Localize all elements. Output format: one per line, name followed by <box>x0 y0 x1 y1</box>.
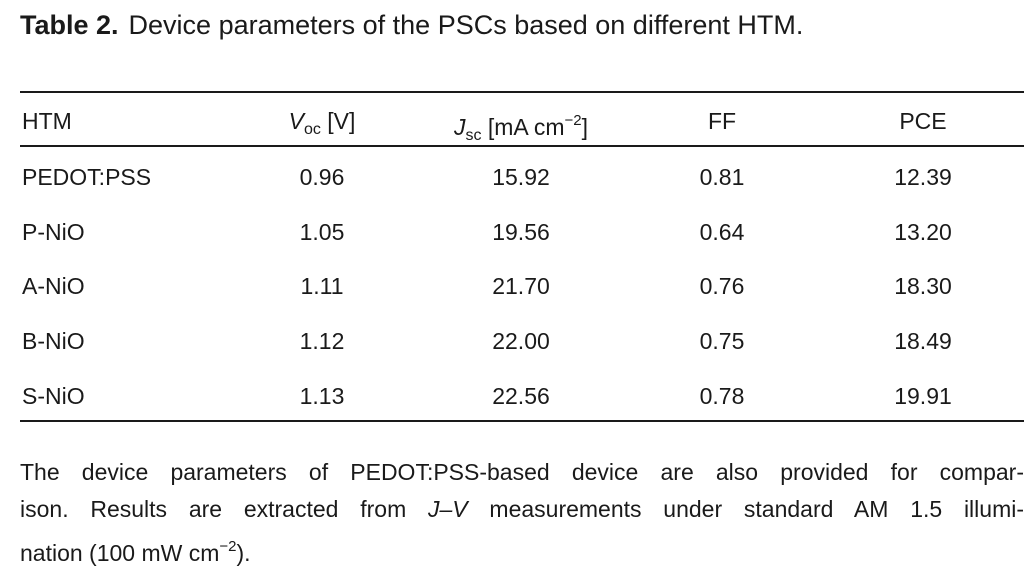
cell-jsc: 15.92 <box>492 164 550 190</box>
cell-jsc: 21.70 <box>492 273 550 299</box>
cell-ff: 0.75 <box>699 328 745 354</box>
cell-pce: 18.30 <box>894 273 952 299</box>
footnote-line-2-end: measurements under standard AM 1.5 illum… <box>467 496 1024 522</box>
header-htm: HTM <box>22 108 72 134</box>
cell-voc: 1.13 <box>299 383 345 409</box>
header-jsc: Jsc [mA cm−2] <box>401 106 641 151</box>
header-pce: PCE <box>899 108 947 134</box>
cell-pce: 13.20 <box>894 219 952 245</box>
cell-htm: P-NiO <box>22 219 85 245</box>
footnote-line-2-start: ison. Results are extracted from <box>20 496 428 522</box>
header-jsc-subscript: sc <box>465 127 482 144</box>
cell-jsc: 22.56 <box>492 383 550 409</box>
cell-voc: 1.11 <box>300 273 344 299</box>
table-bottom-rule <box>20 420 1024 422</box>
header-jsc-unit-exponent: −2 <box>564 112 582 129</box>
header-jsc-unit: [mA cm <box>481 114 565 140</box>
cell-pce: 19.91 <box>894 383 952 409</box>
table-caption-text: Device parameters of the PSCs based on d… <box>128 10 804 40</box>
table-top-rule <box>20 91 1024 93</box>
table-row: P-NiO 1.05 19.56 0.64 13.20 <box>0 217 1034 247</box>
footnote-line-3: nation (100 mW cm−2). <box>20 528 1024 572</box>
footnote-jv-term: J–V <box>428 496 468 522</box>
table-footnote: The device parameters of PEDOT:PSS-based… <box>20 454 1024 572</box>
header-voc-symbol: V <box>288 108 304 134</box>
cell-pce: 18.49 <box>894 328 952 354</box>
footnote-line-1: The device parameters of PEDOT:PSS-based… <box>20 459 1024 485</box>
cell-htm: S-NiO <box>22 383 85 409</box>
cell-ff: 0.81 <box>699 164 745 190</box>
cell-htm: A-NiO <box>22 273 85 299</box>
table-caption: Table 2. Device parameters of the PSCs ba… <box>20 8 803 42</box>
footnote-line-3-end: ). <box>236 540 251 566</box>
cell-htm: PEDOT:PSS <box>22 164 152 190</box>
header-jsc-symbol: J <box>453 114 466 140</box>
table-header-rule <box>20 145 1024 147</box>
cell-ff: 0.64 <box>699 219 745 245</box>
header-ff: FF <box>707 108 737 134</box>
table-row: A-NiO 1.11 21.70 0.76 18.30 <box>0 271 1034 301</box>
cell-voc: 0.96 <box>299 164 345 190</box>
table-row: B-NiO 1.12 22.00 0.75 18.49 <box>0 326 1034 356</box>
footnote-line-3-start: nation (100 mW cm <box>20 540 220 566</box>
footnote-unit-exponent: −2 <box>219 538 237 555</box>
table-row: S-NiO 1.13 22.56 0.78 19.91 <box>0 381 1034 411</box>
cell-ff: 0.76 <box>699 273 745 299</box>
header-voc-unit: [V] <box>320 108 356 134</box>
header-voc-subscript: oc <box>303 121 321 138</box>
table-row: PEDOT:PSS 0.96 15.92 0.81 12.39 <box>0 162 1034 192</box>
header-jsc-unit-close: ] <box>581 114 589 140</box>
table-caption-label: Table 2. <box>20 10 119 40</box>
table-header-row: HTM Voc [V] Jsc [mA cm−2] FF PCE <box>0 106 1034 144</box>
footnote-line-2: ison. Results are extracted from J–V mea… <box>20 491 1024 528</box>
header-voc: Voc [V] <box>202 106 442 145</box>
cell-pce: 12.39 <box>894 164 952 190</box>
cell-jsc: 22.00 <box>492 328 550 354</box>
cell-ff: 0.78 <box>699 383 745 409</box>
cell-jsc: 19.56 <box>492 219 550 245</box>
cell-htm: B-NiO <box>22 328 85 354</box>
cell-voc: 1.05 <box>299 219 345 245</box>
cell-voc: 1.12 <box>299 328 345 354</box>
